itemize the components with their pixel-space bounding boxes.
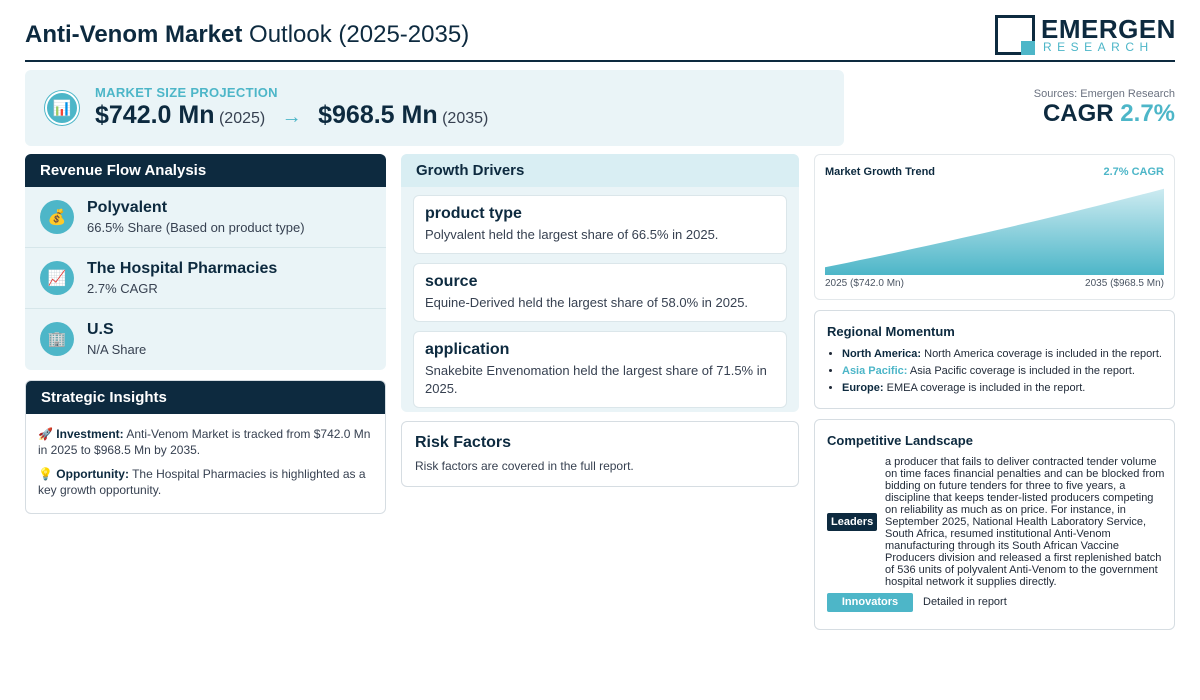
- revenue-flow-panel: Revenue Flow Analysis 💰 Polyvalent 66.5%…: [25, 154, 386, 370]
- region-text: EMEA coverage is included in the report.: [883, 382, 1086, 394]
- market-growth-trend-panel: Market Growth Trend 2.7% CAGR 2025 ($742…: [814, 154, 1175, 300]
- regional-momentum-title: Regional Momentum: [827, 324, 955, 339]
- revenue-item-sub: 2.7% CAGR: [87, 281, 158, 296]
- revenue-item-sub: 66.5% Share (Based on product type): [87, 220, 305, 235]
- innovators-badge: Innovators: [827, 593, 913, 612]
- leaders-badge: Leaders: [827, 513, 878, 531]
- arrow-right-icon: →: [281, 106, 302, 128]
- projection-end-value: $968.5 Mn: [318, 101, 438, 129]
- opportunity-text: The Hospital Pharmacies is highlighted a…: [38, 467, 366, 497]
- competitive-landscape-panel: Competitive Landscape Leaders a producer…: [814, 419, 1175, 630]
- growth-area-series: [825, 188, 1164, 275]
- investment-label: Investment:: [56, 427, 124, 441]
- logo-mark-icon: [995, 15, 1035, 55]
- driver-title: application: [425, 341, 510, 358]
- region-text: Asia Pacific coverage is included in the…: [907, 365, 1135, 377]
- cagr-value: 2.7%: [1120, 100, 1175, 127]
- region-name: Europe:: [842, 382, 884, 394]
- trend-start-label: 2025 ($742.0 Mn): [825, 278, 904, 289]
- emergen-logo: EMERGEN RESEARCH: [995, 14, 1175, 56]
- projection-start-value: $742.0 Mn: [95, 101, 215, 129]
- revenue-item-title: The Hospital Pharmacies: [87, 260, 278, 277]
- sources-text: Sources: Emergen Research: [1033, 88, 1175, 100]
- region-item-north-america: North America: North America coverage is…: [842, 348, 1170, 361]
- strategic-insights-title: Strategic Insights: [26, 381, 385, 414]
- lightbulb-icon: 💡: [38, 467, 53, 481]
- driver-text: Equine-Derived held the largest share of…: [425, 295, 749, 310]
- trend-up-icon: 📈: [40, 261, 74, 295]
- innovators-text: Detailed in report: [923, 596, 1007, 608]
- strategic-insights-panel: Strategic Insights 🚀 Investment: Anti-Ve…: [25, 380, 386, 514]
- revenue-item-sub: N/A Share: [87, 342, 147, 357]
- revenue-flow-title: Revenue Flow Analysis: [25, 154, 386, 187]
- page-header: Anti-Venom Market Outlook (2025-2035) EM…: [25, 12, 1175, 62]
- building-icon: 🏢: [40, 322, 74, 356]
- page-title: Anti-Venom Market Outlook (2025-2035): [25, 21, 469, 49]
- driver-card-source: source Equine-Derived held the largest s…: [413, 263, 787, 322]
- rocket-icon: 🚀: [38, 427, 53, 441]
- money-bag-icon: 💰: [40, 200, 74, 234]
- revenue-item-polyvalent: 💰 Polyvalent 66.5% Share (Based on produ…: [25, 187, 386, 248]
- driver-title: source: [425, 273, 478, 290]
- cagr-summary: CAGR 2.7%: [1043, 100, 1175, 128]
- leaders-text: a producer that fails to deliver contrac…: [885, 456, 1165, 588]
- competitive-landscape-title: Competitive Landscape: [827, 433, 973, 448]
- opportunity-insight: 💡 Opportunity: The Hospital Pharmacies i…: [38, 466, 373, 498]
- revenue-item-title: Polyvalent: [87, 199, 168, 216]
- risk-factors-panel: Risk Factors Risk factors are covered in…: [401, 421, 799, 487]
- trend-end-label: 2035 ($968.5 Mn): [1085, 278, 1164, 289]
- driver-title: product type: [425, 205, 522, 222]
- risk-factors-title: Risk Factors: [415, 434, 512, 451]
- projection-end-year: (2035): [442, 110, 489, 127]
- regional-momentum-panel: Regional Momentum North America: North A…: [814, 310, 1175, 409]
- region-name: North America:: [842, 348, 922, 360]
- growth-drivers-title: Growth Drivers: [401, 154, 799, 187]
- region-item-europe: Europe: EMEA coverage is included in the…: [842, 382, 1170, 395]
- opportunity-label: Opportunity:: [56, 467, 129, 481]
- revenue-item-title: U.S: [87, 321, 114, 338]
- region-list: North America: North America coverage is…: [842, 348, 1170, 399]
- logo-name: EMERGEN: [1041, 14, 1176, 44]
- growth-drivers-panel: Growth Drivers product type Polyvalent h…: [401, 154, 799, 412]
- projection-start-year: (2025): [218, 110, 266, 127]
- projection-label: MARKET SIZE PROJECTION: [95, 85, 278, 100]
- risk-factors-text: Risk factors are covered in the full rep…: [415, 459, 634, 473]
- bar-chart-icon: 📊: [45, 91, 79, 125]
- growth-area-chart: [825, 188, 1164, 275]
- region-text: North America coverage is included in th…: [921, 348, 1162, 360]
- page-title-rest: Outlook (2025-2035): [242, 21, 470, 48]
- market-size-projection: 📊 MARKET SIZE PROJECTION $742.0 Mn (2025…: [25, 70, 844, 146]
- revenue-item-us: 🏢 U.S N/A Share: [25, 309, 386, 370]
- driver-card-product-type: product type Polyvalent held the largest…: [413, 195, 787, 254]
- driver-text: Polyvalent held the largest share of 66.…: [425, 227, 719, 242]
- investment-insight: 🚀 Investment: Anti-Venom Market is track…: [38, 426, 373, 458]
- driver-card-application: application Snakebite Envenomation held …: [413, 331, 787, 408]
- trend-title: Market Growth Trend: [825, 166, 936, 178]
- logo-subtitle: RESEARCH: [1043, 40, 1154, 54]
- page-title-bold: Anti-Venom Market: [25, 21, 243, 48]
- driver-text: Snakebite Envenomation held the largest …: [425, 363, 767, 396]
- investment-text: Anti-Venom Market is tracked from $742.0…: [38, 427, 371, 457]
- cagr-label: CAGR: [1042, 100, 1114, 127]
- revenue-item-hospital-pharmacies: 📈 The Hospital Pharmacies 2.7% CAGR: [25, 248, 386, 309]
- projection-values: $742.0 Mn (2025) → $968.5 Mn (2035): [95, 101, 488, 130]
- region-item-asia-pacific: Asia Pacific: Asia Pacific coverage is i…: [842, 365, 1170, 378]
- region-name: Asia Pacific:: [842, 365, 908, 377]
- trend-cagr: 2.7% CAGR: [1103, 166, 1164, 178]
